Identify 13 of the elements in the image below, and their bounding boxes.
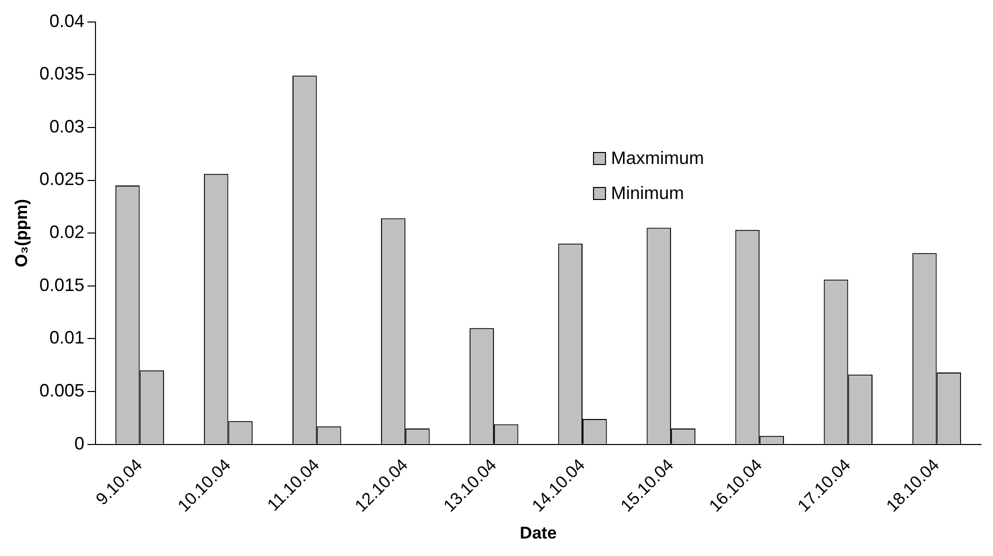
y-tick-label: 0.015 <box>39 274 84 295</box>
legend-label: Minimum <box>611 183 684 204</box>
legend-label: Maxmimum <box>611 148 704 169</box>
y-tick-label: 0.02 <box>49 222 84 242</box>
y-axis-title: O₃(ppm) <box>12 198 31 268</box>
y-tick-label: 0.04 <box>49 10 84 31</box>
y-tick-label: 0.005 <box>39 380 84 401</box>
y-tick-label: 0.035 <box>39 64 84 84</box>
y-tick-label: 0.01 <box>49 328 84 348</box>
x-axis-title: Date <box>520 523 557 542</box>
y-tick-label: 0.025 <box>39 169 84 190</box>
y-tick-label: 0 <box>74 433 84 454</box>
y-tick-label: 0.03 <box>49 116 84 136</box>
